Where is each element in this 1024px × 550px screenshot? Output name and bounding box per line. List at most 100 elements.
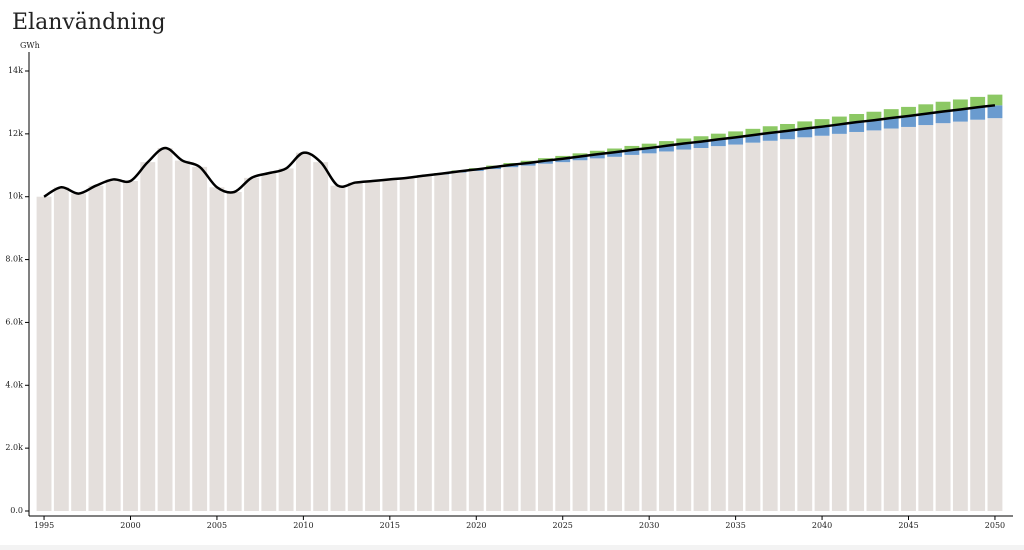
- bar-segment: [762, 126, 778, 133]
- x-tick-label: 2020: [466, 521, 486, 530]
- bar-segment: [849, 122, 865, 132]
- bar-segment: [659, 145, 674, 152]
- x-tick-label: 2005: [207, 521, 227, 530]
- bar-segment: [728, 137, 744, 145]
- bar-segment: [797, 121, 813, 129]
- bar-segment: [416, 175, 432, 511]
- bar-segment: [71, 193, 87, 512]
- bar-segment: [555, 155, 571, 159]
- bar-segment: [987, 94, 1003, 106]
- bar-segment: [901, 126, 916, 511]
- bar-segment: [849, 113, 865, 123]
- bar-segment: [226, 192, 242, 511]
- bar-segment: [918, 125, 934, 512]
- bar-segment: [780, 139, 795, 511]
- bar-segment: [831, 124, 847, 134]
- bar-segment: [831, 133, 847, 511]
- bar-segment: [468, 170, 484, 511]
- bar-segment: [589, 158, 605, 511]
- bar-segment: [901, 116, 916, 127]
- bar-segment: [244, 177, 259, 511]
- bar-segment: [676, 149, 692, 512]
- bar-segment: [157, 148, 173, 511]
- bar-segment: [797, 128, 813, 138]
- bar-segment: [780, 130, 795, 140]
- line: [43, 104, 996, 198]
- bar-segment: [780, 123, 795, 131]
- bar-segment: [53, 187, 69, 512]
- x-tick-label: 2045: [898, 521, 918, 530]
- bar-segment: [866, 120, 882, 131]
- bar-segment: [174, 160, 190, 512]
- bar-segment: [624, 150, 640, 155]
- bar-segment: [693, 136, 709, 142]
- bar-segment: [952, 121, 968, 511]
- y-tick-label: 10k: [8, 192, 23, 201]
- bar-segment: [123, 181, 138, 511]
- bar-segment: [901, 106, 916, 117]
- bar-segment: [295, 152, 311, 511]
- y-tick-label: 4.0k: [5, 380, 23, 389]
- bar-segment: [849, 131, 865, 511]
- bar-segment: [503, 167, 519, 511]
- bar-segment: [883, 128, 899, 511]
- y-tick-label: 14k: [8, 66, 23, 75]
- bar-segment: [676, 138, 692, 144]
- bar-segment: [330, 185, 346, 511]
- y-tick-label: 2.0k: [5, 443, 23, 452]
- bar-segment: [814, 135, 830, 511]
- x-tick-label: 2035: [725, 521, 745, 530]
- x-tick-label: 2025: [553, 521, 573, 530]
- bar-segment: [520, 162, 536, 166]
- bar-segment: [140, 162, 156, 511]
- bar-segment: [970, 119, 986, 511]
- bar-segment: [693, 141, 709, 148]
- footer-strip: [0, 545, 1024, 550]
- bar-segment: [762, 140, 778, 511]
- bar-segment: [745, 128, 761, 136]
- bar-segment: [797, 137, 813, 512]
- bar-segment: [918, 113, 934, 126]
- bar-segment: [434, 174, 450, 511]
- bar-segment: [624, 145, 640, 151]
- x-tick-label: 2010: [293, 521, 313, 530]
- x-tick-label: 2015: [380, 521, 400, 530]
- bar-segment: [261, 173, 277, 511]
- bar-segment: [313, 162, 329, 511]
- bar-segment: [814, 126, 830, 136]
- bar-segment: [935, 101, 951, 112]
- bar-segment: [745, 142, 761, 511]
- bar-segment: [607, 156, 623, 512]
- bar-segment: [105, 179, 121, 511]
- bar-segment: [970, 96, 986, 108]
- bar-segment: [987, 118, 1003, 512]
- bar-segment: [537, 160, 553, 164]
- bar-segment: [607, 152, 623, 157]
- y-tick-label: 0.0: [10, 506, 23, 515]
- bar-segment: [520, 165, 536, 511]
- bar-segment: [365, 181, 380, 511]
- bar-segment: [883, 117, 899, 129]
- bar-segment: [710, 133, 726, 140]
- bar-segment: [278, 168, 294, 511]
- bar-segment: [607, 148, 623, 153]
- x-tick-label: 2040: [812, 521, 832, 530]
- x-tick-label: 2030: [639, 521, 659, 530]
- bar-segment: [728, 131, 744, 138]
- chart-title: Elanvändning: [12, 10, 166, 35]
- bar-segment: [866, 111, 882, 121]
- bar-segment: [659, 151, 674, 511]
- bar-segment: [555, 162, 571, 511]
- bar-segment: [659, 141, 674, 146]
- y-tick-label: 6.0k: [5, 317, 23, 326]
- bar-segment: [676, 143, 692, 150]
- bar-segment: [537, 163, 553, 511]
- bar-segment: [451, 172, 467, 511]
- bar-segment: [347, 182, 363, 512]
- bar-segment: [935, 123, 951, 512]
- bar-segment: [641, 143, 657, 149]
- bar-segment: [728, 144, 744, 512]
- bar-segment: [589, 154, 605, 159]
- bar-segment: [710, 139, 726, 147]
